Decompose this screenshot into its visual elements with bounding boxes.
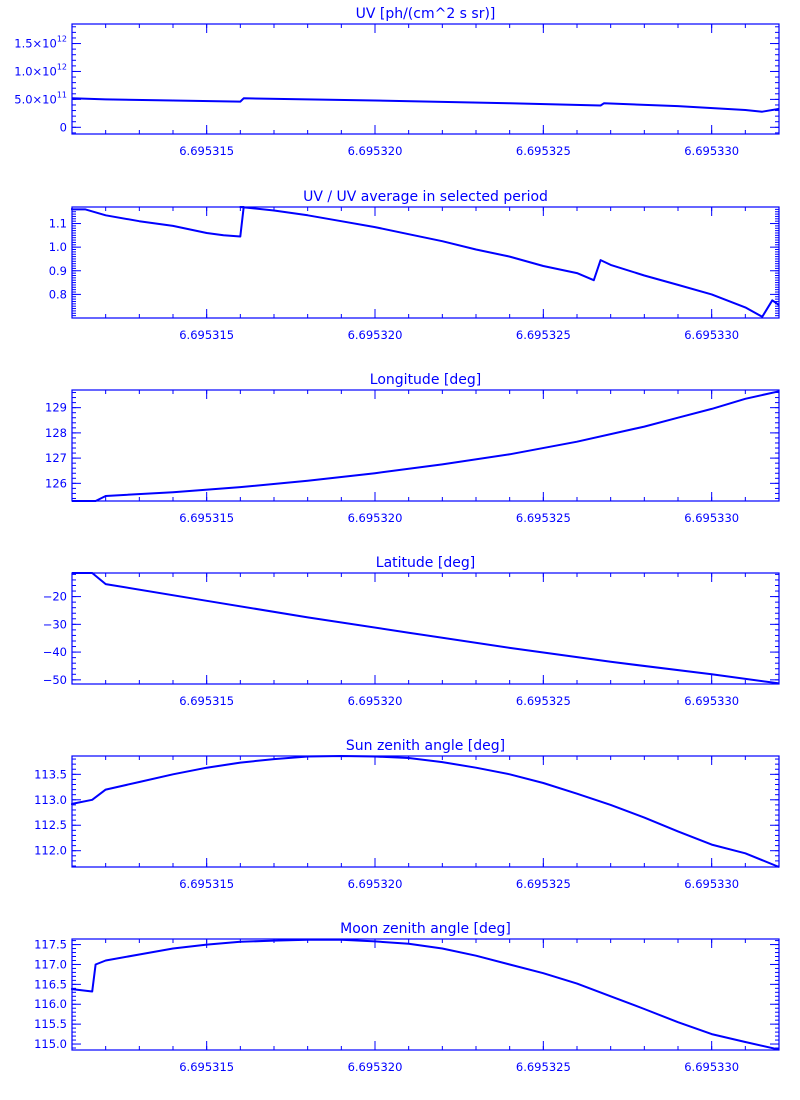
- y-tick-label: 113.0: [34, 793, 67, 807]
- chart-panel-4: Latitude [deg] −50 −40 −30 −20 6.695315 6.6953…: [43, 555, 780, 708]
- x-tick-label: 6.695330: [684, 877, 739, 891]
- chart-title: Longitude [deg]: [370, 372, 481, 388]
- y-tick-label: −50: [43, 673, 67, 687]
- y-tick-label: 128: [45, 426, 67, 440]
- x-tick-label: 6.695325: [516, 328, 571, 342]
- x-tick-label: 6.695320: [348, 694, 403, 708]
- y-tick-label: 1.0: [49, 240, 67, 254]
- series-line: [72, 390, 780, 502]
- plot-frame: [71, 23, 780, 135]
- chart-title: UV / UV average in selected period: [303, 189, 548, 205]
- y-tick-label: 127: [45, 451, 67, 465]
- plot-frame: [71, 938, 780, 1051]
- y-tick-label: 116.5: [34, 977, 67, 991]
- y-tick-label: 115.0: [34, 1037, 67, 1051]
- series-line: [71, 206, 780, 318]
- y-tick-label: 113.5: [34, 767, 67, 781]
- y-tick-label: 0.8: [49, 287, 67, 301]
- x-tick-label: 6.695320: [348, 511, 403, 525]
- series-line: [71, 755, 780, 868]
- y-tick-label: 117.0: [34, 957, 67, 971]
- y-tick-label: 126: [45, 476, 67, 490]
- chart-panel-3: Longitude [deg] 126 127 128 129 6.695315 6.695…: [45, 372, 780, 525]
- y-tick-label: −40: [43, 645, 67, 659]
- chart-panel-5: Sun zenith angle [deg] 112.0 112.5 113.0 113…: [34, 738, 780, 891]
- y-tick-label: 1.1: [49, 217, 67, 231]
- x-tick-label: 6.695320: [348, 144, 403, 158]
- y-tick-label: 112.0: [34, 844, 67, 858]
- x-tick-label: 6.695315: [179, 144, 234, 158]
- y-tick-label: 112.5: [34, 818, 67, 832]
- chart-title: UV [ph/(cm^2 s sr)]: [356, 6, 496, 22]
- x-tick-label: 6.695325: [516, 877, 571, 891]
- x-tick-label: 6.695330: [684, 511, 739, 525]
- series-line: [71, 97, 780, 113]
- series-line: [71, 938, 780, 1051]
- y-tick-label: 0.9: [49, 264, 67, 278]
- x-tick-label: 6.695315: [179, 511, 234, 525]
- y-tick-label: 129: [45, 401, 67, 415]
- x-tick-label: 6.695315: [179, 694, 234, 708]
- y-tick-label: 115.5: [34, 1017, 67, 1031]
- y-tick-label: 5.0×1011: [14, 90, 67, 106]
- x-tick-label: 6.695330: [684, 328, 739, 342]
- x-tick-label: 6.695315: [179, 328, 234, 342]
- y-tick-label: 0: [60, 120, 67, 134]
- plot-frame: [71, 206, 780, 319]
- chart-panel-2: UV / UV average in selected period 0.8 0.9…: [49, 189, 780, 342]
- x-tick-label: 6.695325: [516, 511, 571, 525]
- y-tick-label: −30: [43, 617, 67, 631]
- y-tick-label: −20: [43, 590, 67, 604]
- y-tick-label: 1.0×1012: [14, 62, 67, 78]
- x-tick-label: 6.695325: [516, 1060, 571, 1074]
- chart-panel-6: Moon zenith angle [deg] 115.0 115.5 116.0 11…: [34, 921, 780, 1074]
- plot-frame: [71, 755, 780, 868]
- x-tick-label: 6.695320: [348, 1060, 403, 1074]
- y-tick-label: 116.0: [34, 997, 67, 1011]
- plot-frame: [71, 389, 780, 502]
- x-tick-label: 6.695315: [179, 1060, 234, 1074]
- x-tick-label: 6.695315: [179, 877, 234, 891]
- series-line: [72, 572, 780, 685]
- x-tick-label: 6.695330: [684, 144, 739, 158]
- x-tick-label: 6.695320: [348, 328, 403, 342]
- x-tick-label: 6.695325: [516, 144, 571, 158]
- chart-panel-1: UV [ph/(cm^2 s sr)] 0 5.0×1011 1.0×1012 1.5×…: [14, 6, 780, 158]
- x-tick-label: 6.695330: [684, 694, 739, 708]
- x-tick-label: 6.695320: [348, 877, 403, 891]
- x-tick-label: 6.695325: [516, 694, 571, 708]
- y-tick-label: 117.5: [34, 938, 67, 952]
- chart-title: Latitude [deg]: [376, 555, 475, 571]
- y-tick-label: 1.5×1012: [14, 35, 67, 51]
- x-tick-label: 6.695330: [684, 1060, 739, 1074]
- plot-frame: [71, 572, 780, 685]
- chart-title: Moon zenith angle [deg]: [340, 921, 511, 937]
- chart-title: Sun zenith angle [deg]: [346, 738, 505, 754]
